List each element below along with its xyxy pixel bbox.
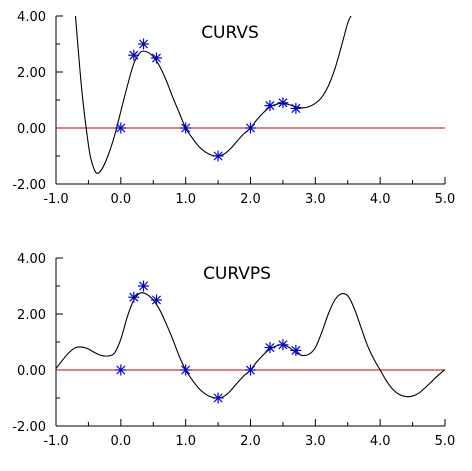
data-markers [115, 280, 302, 404]
marker-stroke [265, 343, 275, 353]
chart-title: CURVPS [203, 264, 271, 284]
data-point-marker [150, 294, 162, 306]
x-tick-label: 2.0 [240, 434, 261, 449]
data-point-marker [212, 392, 224, 404]
data-point-marker [115, 364, 127, 376]
y-tick-label: 0.00 [17, 364, 46, 379]
x-tick-label: 3.0 [305, 192, 326, 207]
marker-stroke [213, 151, 223, 161]
y-tick-label: 4.00 [17, 252, 46, 267]
data-point-marker [277, 97, 289, 109]
chart-panel-curvps: CURVPS -1.0 0.0 1.0 2.0 3.0 4.0 5.0 4.00 2.00 0.0… [12, 252, 455, 449]
data-point-marker [264, 342, 276, 354]
data-point-marker [212, 150, 224, 162]
marker-stroke [278, 340, 288, 350]
data-point-marker [115, 122, 127, 134]
x-tick-label: -1.0 [43, 434, 68, 449]
marker-stroke [151, 295, 162, 305]
chart-title: CURVS [201, 23, 259, 43]
y-tick-label: -2.00 [12, 420, 46, 435]
data-point-marker [150, 52, 162, 64]
chart-axes: -1.0 0.0 1.0 2.0 3.0 4.0 5.0 4.00 2.00 0.00 -2.00 [12, 10, 455, 207]
marker-stroke [245, 123, 256, 133]
x-tick-label: 0.0 [110, 192, 131, 207]
marker-stroke [278, 98, 288, 108]
marker-stroke [265, 101, 275, 111]
curve-path [74, 16, 352, 174]
curve-path [56, 292, 445, 399]
data-markers [115, 38, 302, 162]
marker-stroke [129, 50, 139, 60]
x-tick-label: 0.0 [110, 434, 131, 449]
x-tick-label: 3.0 [305, 434, 326, 449]
data-point-marker [290, 344, 302, 356]
data-point-marker [180, 364, 192, 376]
marker-stroke [181, 365, 191, 375]
data-point-marker [290, 102, 302, 114]
x-tick-label: -1.0 [43, 192, 68, 207]
x-tick-label: 4.0 [370, 434, 391, 449]
data-point-marker [128, 291, 140, 303]
data-point-marker [245, 364, 256, 376]
data-point-marker [180, 122, 192, 134]
fitted-curve [74, 16, 352, 174]
x-tick-label: 1.0 [175, 192, 196, 207]
marker-stroke [245, 365, 256, 375]
marker-stroke [138, 281, 149, 291]
marker-stroke [116, 123, 126, 133]
y-tick-label: -2.00 [12, 178, 46, 193]
marker-stroke [291, 345, 301, 355]
marker-stroke [151, 53, 162, 63]
data-point-marker [277, 339, 289, 351]
data-point-marker [138, 280, 150, 292]
y-tick-label: 0.00 [17, 122, 46, 137]
marker-stroke [129, 292, 139, 302]
x-tick-label: 5.0 [435, 434, 456, 449]
data-point-marker [138, 38, 150, 50]
x-tick-label: 4.0 [370, 192, 391, 207]
x-tick-label: 2.0 [240, 192, 261, 207]
y-tick-label: 4.00 [17, 10, 46, 25]
marker-stroke [116, 365, 126, 375]
data-point-marker [245, 122, 256, 134]
y-tick-label: 2.00 [17, 308, 46, 323]
data-point-marker [264, 100, 276, 112]
marker-stroke [291, 103, 301, 113]
chart-panel-curvs: CURVS -1.0 0.0 1.0 2.0 3.0 4.0 5.0 4.00 2.00 0.00… [12, 10, 455, 207]
x-tick-label: 5.0 [435, 192, 456, 207]
chart-axes: -1.0 0.0 1.0 2.0 3.0 4.0 5.0 4.00 2.00 0.00 -2.00 [12, 252, 455, 449]
marker-stroke [213, 393, 223, 403]
y-tick-label: 2.00 [17, 66, 46, 81]
data-point-marker [128, 49, 140, 61]
x-tick-label: 1.0 [175, 434, 196, 449]
marker-stroke [181, 123, 191, 133]
fitted-curve [56, 292, 445, 399]
marker-stroke [138, 39, 149, 49]
